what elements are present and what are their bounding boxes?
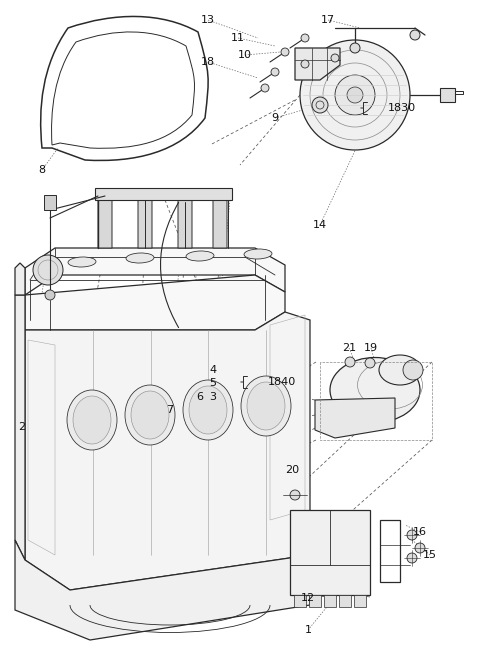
Polygon shape <box>15 295 25 560</box>
Text: 3: 3 <box>209 392 216 402</box>
Ellipse shape <box>186 251 214 261</box>
Ellipse shape <box>68 257 96 267</box>
Polygon shape <box>213 190 227 248</box>
Text: 1830: 1830 <box>388 103 416 113</box>
Text: 15: 15 <box>423 550 437 560</box>
Circle shape <box>271 68 279 76</box>
Polygon shape <box>25 312 310 590</box>
Circle shape <box>312 97 328 113</box>
Text: 10: 10 <box>238 50 252 60</box>
Circle shape <box>350 43 360 53</box>
Polygon shape <box>25 275 285 330</box>
Circle shape <box>345 357 355 367</box>
Polygon shape <box>25 248 285 295</box>
Circle shape <box>331 54 339 62</box>
Ellipse shape <box>330 358 420 422</box>
Text: 19: 19 <box>364 343 378 353</box>
Circle shape <box>45 290 55 300</box>
Text: 11: 11 <box>231 33 245 43</box>
Ellipse shape <box>189 386 227 434</box>
Text: 13: 13 <box>201 15 215 25</box>
Circle shape <box>407 553 417 563</box>
Circle shape <box>261 84 269 92</box>
Polygon shape <box>290 510 370 595</box>
Bar <box>324 595 336 607</box>
Bar <box>339 595 351 607</box>
Text: 16: 16 <box>413 527 427 537</box>
Text: 6: 6 <box>196 392 204 402</box>
Polygon shape <box>440 88 455 102</box>
Ellipse shape <box>126 253 154 263</box>
Circle shape <box>290 490 300 500</box>
Circle shape <box>33 255 63 285</box>
Ellipse shape <box>247 382 285 430</box>
Ellipse shape <box>244 249 272 259</box>
Ellipse shape <box>178 192 192 200</box>
Ellipse shape <box>125 385 175 445</box>
Text: 5: 5 <box>209 378 216 388</box>
Circle shape <box>410 30 420 40</box>
Circle shape <box>301 34 309 42</box>
Text: 9: 9 <box>271 113 278 123</box>
Circle shape <box>281 48 289 56</box>
Circle shape <box>300 40 410 150</box>
Text: 17: 17 <box>321 15 335 25</box>
Ellipse shape <box>73 396 111 444</box>
Ellipse shape <box>138 192 152 200</box>
Bar <box>354 595 366 607</box>
Ellipse shape <box>241 376 291 436</box>
Polygon shape <box>138 190 152 248</box>
Polygon shape <box>15 540 310 640</box>
Text: 12: 12 <box>301 593 315 603</box>
Text: 18: 18 <box>201 57 215 67</box>
Ellipse shape <box>131 391 169 439</box>
Ellipse shape <box>213 192 227 200</box>
Text: 21: 21 <box>342 343 356 353</box>
Polygon shape <box>295 48 340 80</box>
Text: 20: 20 <box>285 465 299 475</box>
Circle shape <box>347 87 363 103</box>
Circle shape <box>403 360 423 380</box>
Ellipse shape <box>67 390 117 450</box>
Text: 14: 14 <box>313 220 327 230</box>
Ellipse shape <box>379 355 421 385</box>
Text: 1: 1 <box>304 625 312 635</box>
Circle shape <box>335 75 375 115</box>
Polygon shape <box>44 195 56 210</box>
Circle shape <box>365 358 375 368</box>
Polygon shape <box>95 188 232 200</box>
Text: 7: 7 <box>167 405 174 415</box>
Circle shape <box>407 530 417 540</box>
Polygon shape <box>98 190 112 248</box>
Text: 2: 2 <box>18 422 25 432</box>
Polygon shape <box>178 190 192 248</box>
Ellipse shape <box>183 380 233 440</box>
Text: 4: 4 <box>209 365 216 375</box>
Polygon shape <box>15 263 25 295</box>
Polygon shape <box>315 398 395 438</box>
Text: 1840: 1840 <box>268 377 296 387</box>
Circle shape <box>301 60 309 68</box>
Ellipse shape <box>98 192 112 200</box>
Bar <box>294 595 306 607</box>
Circle shape <box>415 543 425 553</box>
Text: 8: 8 <box>38 165 46 175</box>
Bar <box>309 595 321 607</box>
